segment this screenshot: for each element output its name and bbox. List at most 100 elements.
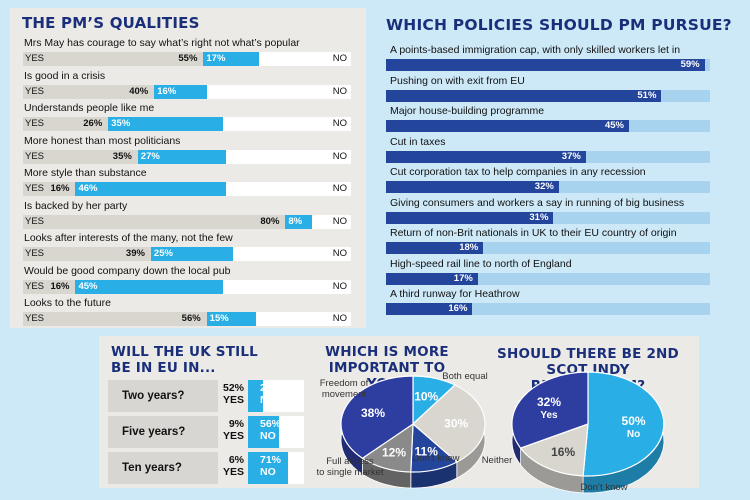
- quality-bar-row: YES NO 55% 17%: [23, 52, 351, 66]
- scot-pie: 50%No 16% 32%Yes Don’t know: [511, 371, 665, 494]
- quality-item: More style than substance YES NO 16% 46%: [10, 166, 366, 200]
- quality-bar-row: YES NO 26% 35%: [23, 117, 351, 131]
- no-label: NO: [332, 183, 347, 194]
- no-percent: 46%: [78, 183, 98, 194]
- policy-track: 18%: [386, 242, 710, 254]
- quality-text: Is backed by her party: [24, 199, 128, 212]
- quality-item: Is good in a crisis YES NO 40% 16%: [10, 69, 366, 103]
- policy-percent: 17%: [453, 272, 473, 284]
- quality-bar-row: YES NO 16% 45%: [23, 279, 351, 294]
- eu-no-bar: [248, 416, 280, 448]
- policy-track: 16%: [386, 303, 710, 315]
- pie-slice-percent: 10%: [414, 390, 438, 404]
- policy-text: A third runway for Heathrow: [390, 288, 520, 300]
- no-percent: 45%: [78, 280, 98, 292]
- no-percent: 17%: [206, 53, 226, 64]
- no-label: NO: [332, 118, 347, 129]
- eu-row-label: Ten years?: [108, 452, 218, 484]
- yes-percent: 16%: [50, 280, 70, 292]
- policy-bar: [386, 272, 478, 285]
- eu-no-track: [248, 380, 304, 412]
- pie-slice-percent: 12%: [382, 445, 406, 459]
- yes-percent: 56%: [181, 313, 201, 324]
- yes-label: YES: [25, 248, 45, 259]
- policy-bar: [386, 89, 662, 102]
- quality-item: Looks after interests of the many, not t…: [10, 231, 366, 265]
- pie-slice-name: No: [627, 429, 640, 440]
- yes-percent: 80%: [260, 215, 280, 227]
- eu-title-line2: BE IN EU IN...: [111, 360, 216, 376]
- pie-slice-name: Don’t know: [581, 482, 628, 493]
- eu-yes-value: 9% YES: [208, 418, 244, 442]
- pie-slice: [340, 375, 414, 459]
- no-label: NO: [332, 248, 347, 259]
- policy-track: 51%: [386, 89, 710, 102]
- quality-bar-row: YES NO 40% 16%: [23, 84, 351, 99]
- policy-track: 17%: [386, 272, 710, 285]
- yes-bar: [23, 247, 151, 261]
- quality-text: Looks to the future: [24, 297, 111, 309]
- policy-text: High-speed rail line to north of England: [390, 257, 572, 270]
- eu-yes-percent: 52%: [222, 382, 244, 394]
- quality-bar-row: YES NO 56% 15%: [23, 312, 351, 326]
- eu-yes-word: YES: [222, 430, 244, 442]
- no-bar: [150, 247, 233, 261]
- quality-bar-row: YES NO 39% 25%: [23, 247, 351, 261]
- policy-bar: [386, 181, 559, 193]
- qualities-panel: THE PM’S QUALITIES Mrs May has courage t…: [10, 8, 366, 328]
- quality-item: Mrs May has courage to say what’s right …: [10, 36, 366, 70]
- yes-bar: [23, 214, 286, 229]
- eu-row: Five years? 9% YES 56% NO: [108, 416, 304, 448]
- eu-yes-value: 52% YES: [208, 382, 244, 406]
- eu-row-label: Two years?: [108, 380, 218, 412]
- pie-slice-name: Don’t know: [413, 453, 460, 464]
- policy-percent: 32%: [534, 181, 554, 192]
- pie-slice-name: Neither: [482, 455, 513, 466]
- yes-label: YES: [25, 53, 45, 64]
- policy-percent: 59%: [680, 59, 700, 70]
- eu-row-label: Five years?: [108, 416, 218, 448]
- eu-title-line1: WILL THE UK STILL: [111, 344, 258, 360]
- quality-text: Looks after interests of the many, not t…: [24, 232, 233, 244]
- no-percent: 27%: [140, 150, 160, 162]
- no-percent: 16%: [157, 85, 177, 97]
- quality-text: Mrs May has courage to say what’s right …: [24, 37, 300, 49]
- no-bar: [75, 279, 224, 294]
- pie-slice-percent: 30%: [444, 417, 468, 431]
- yes-percent: 26%: [83, 118, 103, 129]
- yes-label: YES: [25, 280, 45, 292]
- no-bar: [154, 84, 207, 99]
- policy-text: Giving consumers and workers a say in ru…: [390, 196, 685, 209]
- eu-no-word: NO: [260, 466, 276, 478]
- no-label: NO: [332, 215, 347, 227]
- yes-label: YES: [25, 313, 45, 324]
- pie-slice-name: Full access: [326, 456, 374, 467]
- quality-item: More honest than most politicians YES NO 35…: [10, 134, 366, 168]
- pie-slice-name: movement: [322, 389, 367, 400]
- yes-label: YES: [25, 183, 45, 194]
- policy-percent: 37%: [561, 150, 581, 162]
- yes-bar: [23, 117, 109, 131]
- yes-bar: [23, 84, 155, 99]
- yes-label: YES: [25, 150, 45, 162]
- policy-text: Cut corporation tax to help companies in…: [390, 166, 646, 178]
- yes-percent: 35%: [112, 150, 132, 162]
- policy-bar: [386, 303, 473, 315]
- quality-bar-row: YES NO 80% 8%: [23, 214, 351, 229]
- eu-no-percent: 26%: [260, 382, 282, 394]
- quality-item: Understands people like me YES NO 26% 35%: [10, 101, 366, 135]
- quality-item: Is backed by her party YES NO 80% 8%: [10, 199, 366, 233]
- policy-percent: 45%: [604, 120, 624, 131]
- policy-bar: [386, 242, 484, 254]
- eu-no-track: [248, 416, 304, 448]
- policy-percent: 31%: [529, 211, 549, 223]
- no-bar: [108, 117, 224, 131]
- no-label: NO: [332, 150, 347, 162]
- yes-label: YES: [25, 215, 45, 227]
- pie-slice: [582, 371, 665, 477]
- pie-slice-name: Both equal: [442, 371, 487, 382]
- eu-no-word: NO: [260, 394, 276, 406]
- yes-bar: [23, 279, 76, 294]
- eu-yes-percent: 9%: [228, 418, 244, 430]
